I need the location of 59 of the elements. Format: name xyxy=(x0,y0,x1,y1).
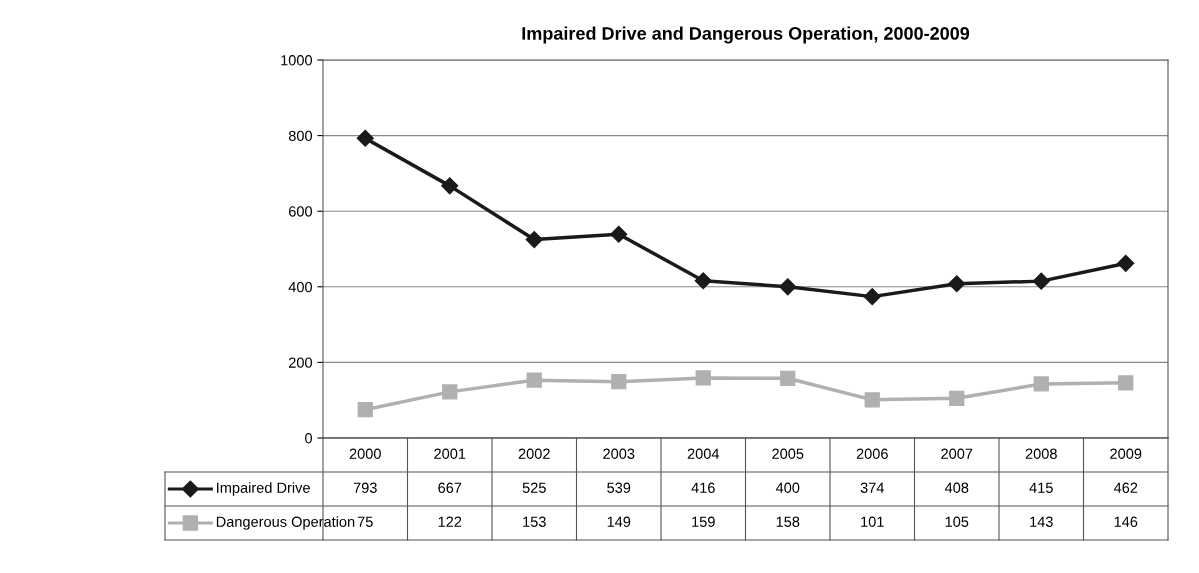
point xyxy=(948,275,966,293)
data-label: 158 xyxy=(776,516,800,527)
data-label: 122 xyxy=(438,516,462,527)
point xyxy=(863,288,881,306)
data-label: 525 xyxy=(522,482,546,493)
point xyxy=(779,278,797,296)
x-tick-label: 2005 xyxy=(772,448,804,459)
data-label: 408 xyxy=(944,482,969,493)
data-label: 415 xyxy=(1029,482,1053,493)
data-label: 75 xyxy=(357,516,373,527)
point xyxy=(526,372,542,388)
data-label: 105 xyxy=(945,516,969,527)
y-tick-label: 800 xyxy=(288,130,313,142)
data-label: 539 xyxy=(607,482,631,493)
data-label: 153 xyxy=(523,516,546,527)
point xyxy=(356,129,374,147)
point xyxy=(695,370,711,386)
point xyxy=(611,374,627,390)
data-label: 149 xyxy=(607,516,631,527)
y-tick-label: 600 xyxy=(288,206,313,217)
legend-label: Impaired Drive xyxy=(217,482,310,496)
point xyxy=(1117,254,1135,272)
chart-title: Impaired Drive and Dangerous Operation, 2000-2009 xyxy=(522,26,970,44)
x-tick-label: 2004 xyxy=(687,448,720,459)
data-label: 400 xyxy=(775,482,800,493)
point xyxy=(610,225,628,243)
x-tick-label: 2007 xyxy=(941,448,973,459)
point xyxy=(864,392,880,408)
x-tick-label: 2000 xyxy=(349,448,381,459)
point xyxy=(525,230,543,249)
data-label: 101 xyxy=(861,516,884,527)
x-tick-label: 2009 xyxy=(1110,448,1142,459)
point xyxy=(357,402,373,418)
point xyxy=(780,370,796,386)
data-label: 143 xyxy=(1030,516,1053,527)
data-label: 416 xyxy=(691,482,715,493)
data-label: 462 xyxy=(1113,482,1138,493)
x-tick-label: 2001 xyxy=(434,448,466,459)
data-label: 159 xyxy=(692,516,715,527)
legend-label: Dangerous Operation xyxy=(216,516,355,530)
point xyxy=(441,177,459,195)
x-tick-label: 2002 xyxy=(518,448,550,459)
y-tick-label: 400 xyxy=(288,281,313,293)
y-tick-label: 200 xyxy=(288,357,313,368)
x-tick-label: 2003 xyxy=(603,448,635,459)
data-label: 793 xyxy=(353,482,377,493)
point xyxy=(1118,375,1134,391)
point xyxy=(1033,376,1049,392)
y-tick-label: 0 xyxy=(305,433,313,444)
point xyxy=(442,384,458,400)
point xyxy=(949,390,965,406)
data-label: 146 xyxy=(1114,516,1138,527)
point xyxy=(1032,272,1050,290)
data-label: 667 xyxy=(438,482,462,493)
data-label: 374 xyxy=(860,482,884,493)
x-tick-label: 2008 xyxy=(1025,448,1057,459)
point xyxy=(694,272,712,290)
x-tick-label: 2006 xyxy=(856,448,888,459)
y-tick-label: 1000 xyxy=(281,55,313,66)
